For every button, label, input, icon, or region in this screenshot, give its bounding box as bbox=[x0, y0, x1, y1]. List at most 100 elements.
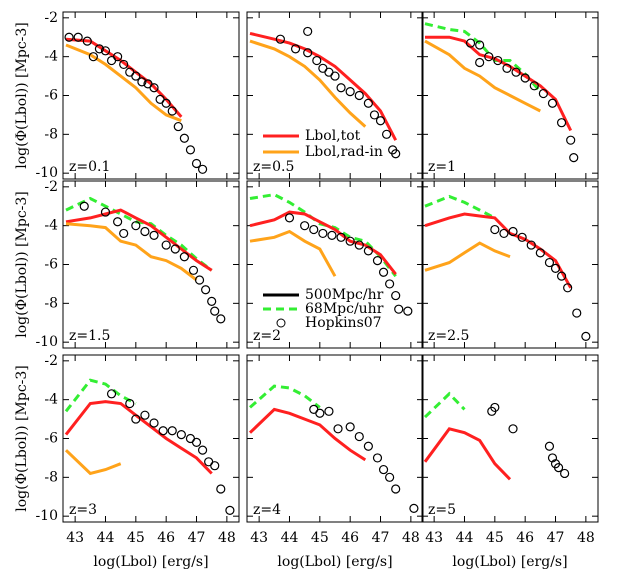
panel: -2 -4 -6 -8 -10 z=1.5 bbox=[35, 179, 240, 350]
data-point bbox=[194, 275, 205, 285]
data-point bbox=[179, 133, 189, 143]
data-point bbox=[179, 252, 189, 262]
series-line bbox=[424, 22, 542, 93]
data-point bbox=[381, 129, 392, 139]
legend-label: Lbol,rad-in bbox=[305, 144, 383, 160]
x-axis-label: log(Lbol) [erg/s] bbox=[93, 554, 208, 570]
series-line bbox=[64, 400, 213, 475]
series-line bbox=[423, 427, 512, 481]
series-line bbox=[249, 39, 367, 128]
y-tick-label: -8 bbox=[44, 469, 58, 485]
series-line bbox=[424, 194, 496, 220]
data-point bbox=[119, 228, 129, 239]
data-point bbox=[465, 38, 476, 48]
series-line bbox=[424, 39, 541, 113]
data-point bbox=[572, 308, 582, 318]
data-point bbox=[493, 55, 503, 66]
y-tick-label: -6 bbox=[44, 431, 58, 447]
data-point bbox=[354, 90, 364, 101]
data-point bbox=[216, 484, 226, 494]
data-point bbox=[372, 256, 383, 266]
panel: 43 44 45 46 47 48 z=4 bbox=[246, 354, 424, 546]
y-tick-label: -8 bbox=[44, 126, 58, 142]
data-point bbox=[375, 116, 386, 126]
data-point bbox=[185, 145, 196, 155]
data-point bbox=[581, 331, 591, 341]
data-point bbox=[167, 106, 177, 116]
data-point bbox=[394, 304, 404, 314]
panel-label: z=2 bbox=[253, 328, 281, 344]
data-point bbox=[490, 224, 500, 235]
data-point bbox=[333, 424, 343, 434]
data-point bbox=[378, 267, 389, 277]
data-point bbox=[82, 36, 92, 46]
data-point bbox=[94, 44, 105, 54]
data-point bbox=[158, 426, 168, 436]
data-point bbox=[378, 464, 389, 475]
panel-label: z=5 bbox=[428, 502, 456, 518]
data-point bbox=[131, 414, 141, 424]
data-point bbox=[544, 257, 555, 268]
x-tick-label: 46 bbox=[157, 530, 175, 546]
x-tick-label: 44 bbox=[456, 530, 474, 546]
y-tick-label: -6 bbox=[44, 257, 58, 273]
legend-marker bbox=[276, 318, 286, 328]
panel-frame bbox=[421, 354, 599, 523]
data-point bbox=[553, 463, 564, 473]
data-point bbox=[327, 230, 337, 240]
data-point bbox=[225, 505, 235, 515]
data-point bbox=[508, 424, 518, 434]
panel: z=1 bbox=[421, 11, 599, 180]
x-tick-label: 43 bbox=[250, 530, 268, 546]
data-point bbox=[508, 226, 518, 237]
y-tick-label: -8 bbox=[44, 295, 58, 311]
data-point bbox=[79, 201, 89, 211]
data-point bbox=[547, 453, 558, 463]
series-line bbox=[249, 229, 337, 277]
x-axis-label: log(Lbol) [erg/s] bbox=[277, 554, 392, 570]
x-tick-label: 43 bbox=[66, 530, 84, 546]
data-point bbox=[517, 232, 527, 242]
data-point bbox=[161, 98, 171, 108]
data-point bbox=[520, 73, 530, 83]
data-point bbox=[64, 32, 74, 42]
data-point bbox=[544, 441, 555, 451]
data-point bbox=[345, 236, 355, 246]
data-point bbox=[125, 398, 135, 409]
x-tick-label: 48 bbox=[218, 530, 236, 546]
panel-frame bbox=[62, 180, 240, 349]
data-point bbox=[149, 230, 159, 240]
plot-area bbox=[65, 196, 226, 324]
data-point bbox=[372, 453, 383, 463]
x-tick-label: 46 bbox=[341, 530, 359, 546]
x-tick-label: 47 bbox=[547, 530, 565, 546]
data-point bbox=[100, 46, 111, 56]
panel-label: z=0.1 bbox=[69, 159, 110, 175]
y-axis-label: log(Φ(Lbol)) [Mpc-3] bbox=[14, 191, 30, 338]
y-tick-label: -6 bbox=[44, 88, 58, 104]
data-point bbox=[161, 240, 171, 250]
plot-area bbox=[424, 22, 579, 163]
data-point bbox=[113, 217, 123, 227]
y-tick-label: -4 bbox=[44, 218, 58, 234]
series-line bbox=[248, 407, 367, 462]
data-point bbox=[511, 67, 521, 77]
series-line bbox=[64, 449, 122, 476]
data-point bbox=[119, 59, 129, 70]
panel: z=2.5 bbox=[421, 180, 599, 349]
x-tick-label: 44 bbox=[97, 530, 115, 546]
data-point bbox=[210, 461, 220, 471]
data-point bbox=[490, 402, 500, 413]
data-point bbox=[100, 207, 111, 217]
panel-label: z=0.5 bbox=[253, 159, 294, 175]
data-point bbox=[560, 468, 570, 479]
x-tick-label: 45 bbox=[311, 530, 329, 546]
data-point bbox=[336, 83, 346, 93]
data-point bbox=[303, 26, 313, 37]
data-point bbox=[409, 503, 419, 514]
data-point bbox=[526, 240, 536, 250]
data-point bbox=[201, 285, 211, 295]
data-point bbox=[330, 71, 340, 81]
plot-area bbox=[423, 391, 570, 481]
data-point bbox=[137, 77, 147, 87]
